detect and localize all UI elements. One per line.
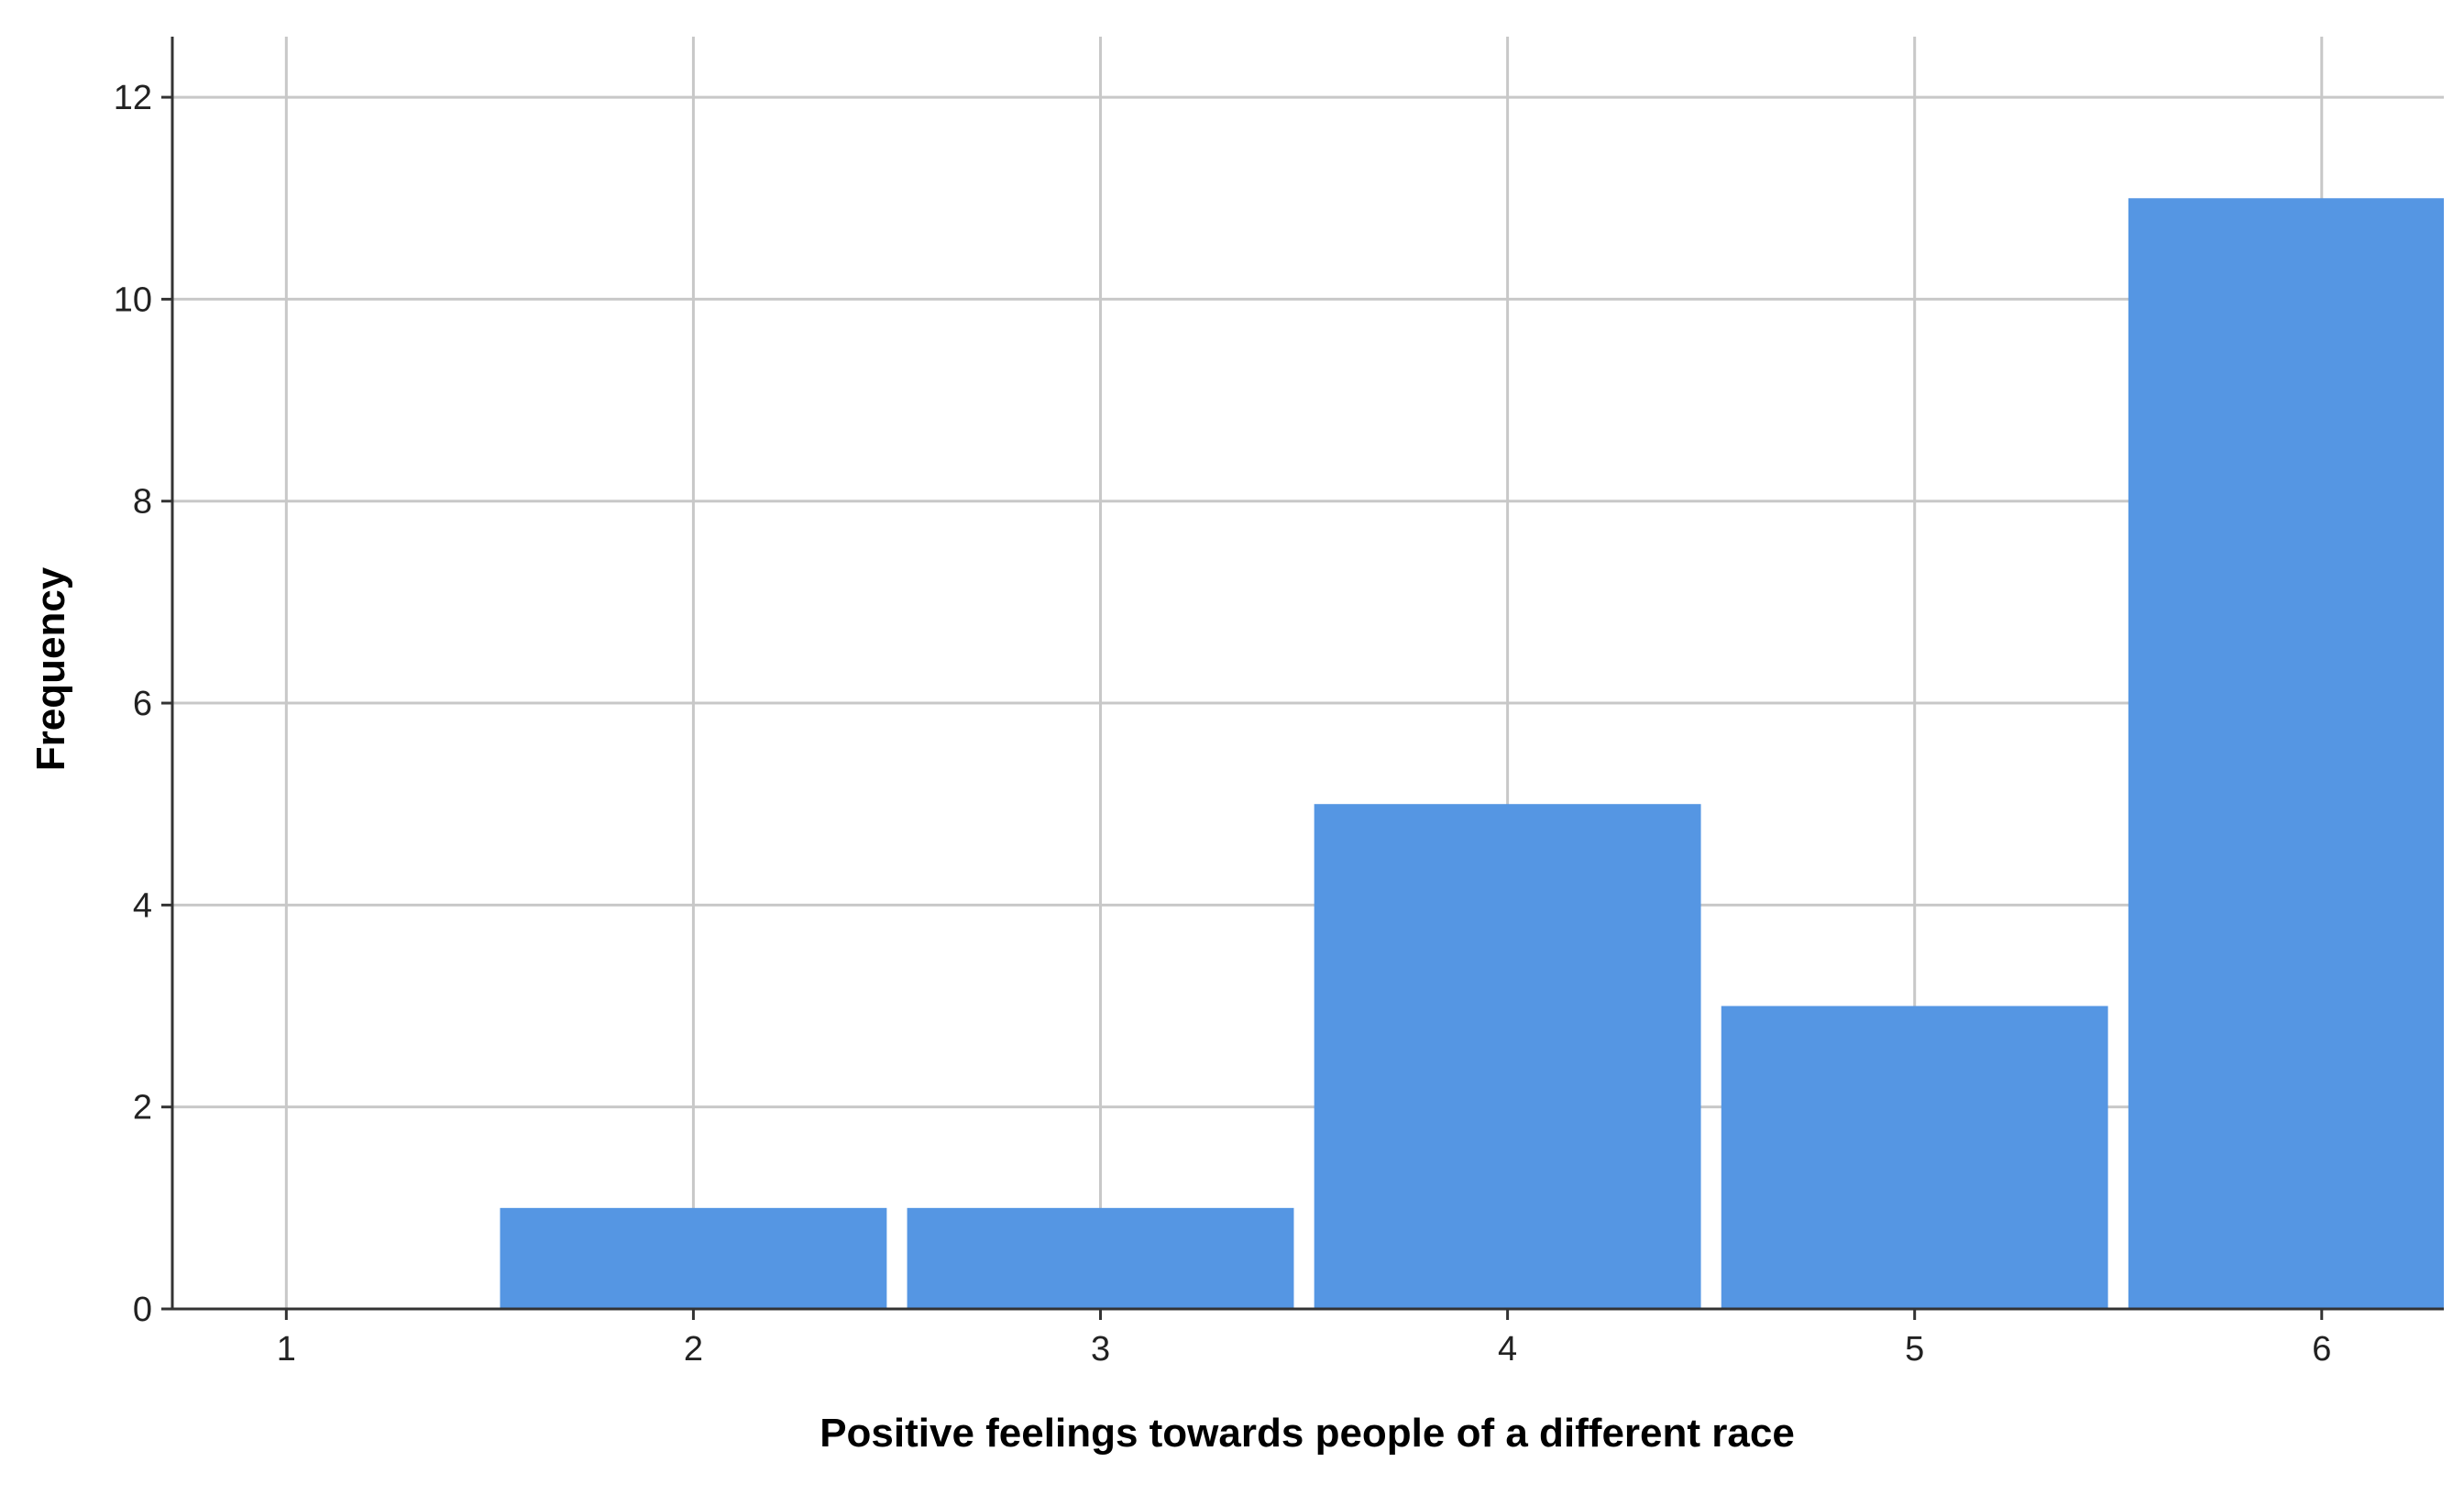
y-tick-label: 2 <box>133 1089 152 1127</box>
y-tick-label: 10 <box>114 280 152 319</box>
bar-4 <box>1314 804 1701 1309</box>
x-tick-label: 3 <box>1091 1330 1110 1369</box>
bar-3 <box>907 1207 1294 1309</box>
bar-5 <box>1721 1006 2108 1309</box>
y-tick-label: 0 <box>133 1291 152 1329</box>
x-tick-label: 1 <box>277 1330 296 1369</box>
x-tick-label: 6 <box>2312 1330 2331 1369</box>
x-tick-label: 2 <box>684 1330 703 1369</box>
x-axis-label: Positive feelings towards people of a di… <box>820 1411 1795 1456</box>
y-axis-label: Frequency <box>28 566 73 771</box>
axes-layer <box>170 37 2444 1311</box>
y-tick-label: 6 <box>133 685 152 723</box>
bars-layer <box>500 198 2444 1310</box>
bar-6 <box>2128 198 2444 1310</box>
bar-2 <box>500 1207 887 1309</box>
x-tick-label: 4 <box>1498 1330 1517 1369</box>
y-tick-label: 4 <box>133 886 152 925</box>
y-tick-label: 12 <box>114 79 152 117</box>
y-tick-label: 8 <box>133 483 152 522</box>
x-tick-label: 5 <box>1905 1330 1924 1369</box>
